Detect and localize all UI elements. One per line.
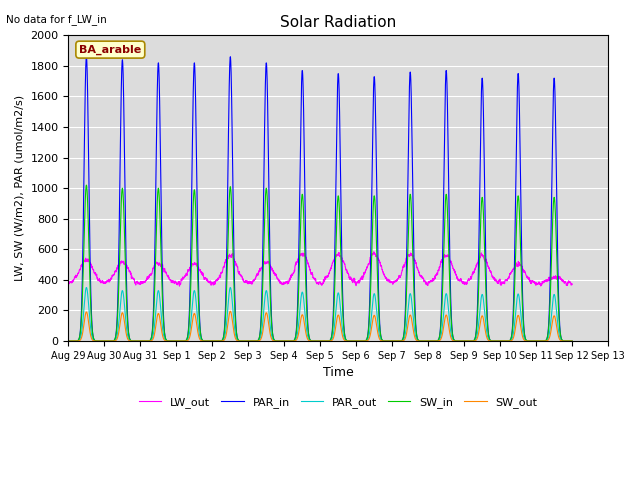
SW_in [65, 338, 72, 344]
Y-axis label: LW, SW (W/m2), PAR (umol/m2/s): LW, SW (W/m2), PAR (umol/m2/s) [15, 95, 25, 281]
PAR_out [331, 320, 339, 326]
PAR_out [562, 338, 570, 344]
PAR_in [65, 338, 72, 344]
X-axis label: Time: Time [323, 366, 354, 379]
SW_in [471, 336, 479, 342]
SW_out [65, 338, 72, 344]
Text: BA_arable: BA_arable [79, 45, 141, 55]
LW_out [133, 279, 141, 285]
SW_out [227, 308, 234, 314]
LW_out [568, 282, 576, 288]
Line: PAR_out: PAR_out [68, 288, 572, 341]
PAR_out [383, 338, 391, 344]
SW_out [383, 338, 391, 344]
PAR_out [568, 338, 576, 344]
SW_out [568, 338, 576, 344]
SW_in [383, 338, 391, 344]
SW_out [471, 338, 479, 344]
LW_out [563, 281, 570, 287]
Legend: LW_out, PAR_in, PAR_out, SW_in, SW_out: LW_out, PAR_in, PAR_out, SW_in, SW_out [134, 393, 542, 412]
LW_out [383, 277, 391, 283]
PAR_out [83, 285, 90, 290]
Line: SW_out: SW_out [68, 311, 572, 341]
PAR_out [471, 337, 479, 343]
SW_out [331, 330, 339, 336]
SW_out [562, 338, 570, 344]
SW_in [83, 182, 90, 188]
Line: SW_in: SW_in [68, 185, 572, 341]
LW_out [370, 249, 378, 255]
LW_out [395, 275, 403, 280]
Line: LW_out: LW_out [68, 252, 572, 286]
Text: No data for f_LW_in: No data for f_LW_in [6, 14, 107, 25]
PAR_in [471, 336, 479, 342]
PAR_in [331, 254, 339, 260]
Title: Solar Radiation: Solar Radiation [280, 15, 396, 30]
PAR_in [134, 338, 141, 344]
PAR_in [83, 54, 90, 60]
PAR_out [395, 338, 403, 344]
LW_out [331, 255, 339, 261]
SW_out [133, 338, 141, 344]
PAR_in [395, 338, 403, 344]
SW_in [562, 338, 570, 344]
LW_out [471, 267, 479, 273]
PAR_in [383, 338, 391, 344]
LW_out [175, 283, 183, 289]
Line: PAR_in: PAR_in [68, 57, 572, 341]
LW_out [65, 280, 72, 286]
SW_in [134, 338, 141, 344]
SW_in [331, 285, 339, 290]
PAR_out [65, 338, 72, 344]
SW_out [395, 338, 403, 344]
SW_in [395, 338, 403, 344]
PAR_in [568, 338, 576, 344]
PAR_out [134, 338, 141, 344]
SW_in [568, 338, 576, 344]
PAR_in [562, 338, 570, 344]
